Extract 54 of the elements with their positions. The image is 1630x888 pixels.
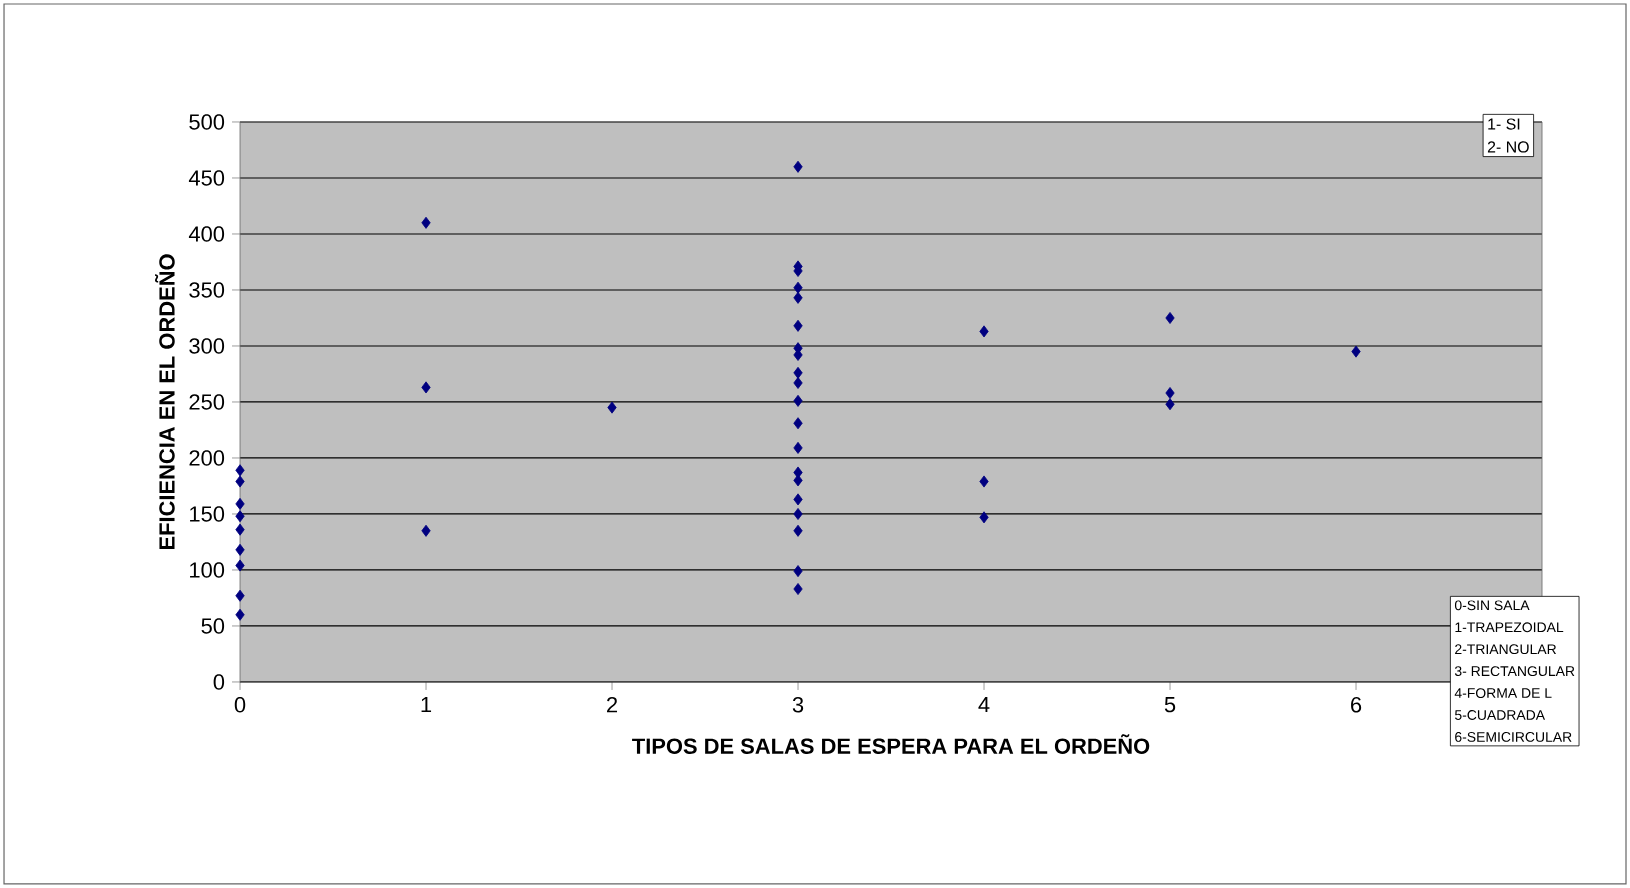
y-tick-label: 400 bbox=[188, 226, 225, 242]
y-tick-label: 300 bbox=[189, 338, 225, 354]
point bbox=[235, 475, 245, 488]
point bbox=[235, 608, 245, 621]
x-tick-label: 5 bbox=[1164, 697, 1176, 713]
y-tick-label: 200 bbox=[189, 450, 225, 466]
point bbox=[979, 511, 989, 524]
point bbox=[793, 319, 803, 332]
point bbox=[1165, 398, 1175, 411]
x-axis-title: TIPOS DE SALAS DE ESPERA PARA EL ORDEÑO bbox=[632, 734, 1150, 754]
point bbox=[235, 510, 245, 523]
point bbox=[793, 291, 803, 304]
x-tick-label: 3 bbox=[792, 697, 804, 713]
point bbox=[1165, 387, 1175, 400]
point bbox=[793, 160, 803, 173]
x-tick-label: 4 bbox=[978, 697, 990, 713]
point bbox=[235, 559, 245, 572]
point bbox=[235, 589, 245, 602]
y-tick-label: 350 bbox=[189, 282, 225, 298]
point bbox=[1351, 345, 1361, 358]
y-tick-label: 100 bbox=[190, 562, 225, 578]
point bbox=[793, 507, 803, 520]
y-tick-label: 500 bbox=[189, 114, 225, 130]
y-tick-label: 150 bbox=[190, 506, 225, 522]
point bbox=[979, 325, 989, 338]
point bbox=[1165, 311, 1175, 324]
point bbox=[793, 441, 803, 454]
x-tick-label: 0 bbox=[234, 697, 246, 713]
y-axis-title: EFICIENCIA EN EL ORDEÑO bbox=[155, 254, 175, 550]
point bbox=[421, 216, 431, 229]
y-tick-label: 250 bbox=[189, 394, 225, 410]
point bbox=[421, 381, 431, 394]
point bbox=[235, 464, 245, 477]
x-tick-label: 1 bbox=[421, 697, 432, 713]
y-tick-label: 50 bbox=[201, 618, 225, 634]
point bbox=[235, 543, 245, 556]
point bbox=[793, 376, 803, 389]
point bbox=[421, 524, 431, 537]
point bbox=[793, 565, 803, 578]
x-tick-label: 6 bbox=[1351, 697, 1362, 713]
point bbox=[793, 394, 803, 407]
point bbox=[793, 493, 803, 506]
point bbox=[793, 281, 803, 294]
point bbox=[793, 366, 803, 379]
point bbox=[979, 475, 989, 488]
y-tick-label: 0 bbox=[213, 674, 225, 690]
x-tick-label: 2 bbox=[607, 697, 618, 713]
point bbox=[793, 524, 803, 537]
point bbox=[235, 523, 245, 536]
point bbox=[607, 401, 617, 414]
point bbox=[235, 497, 245, 510]
point bbox=[793, 417, 803, 430]
point bbox=[793, 583, 803, 596]
y-tick-label: 450 bbox=[188, 170, 225, 186]
